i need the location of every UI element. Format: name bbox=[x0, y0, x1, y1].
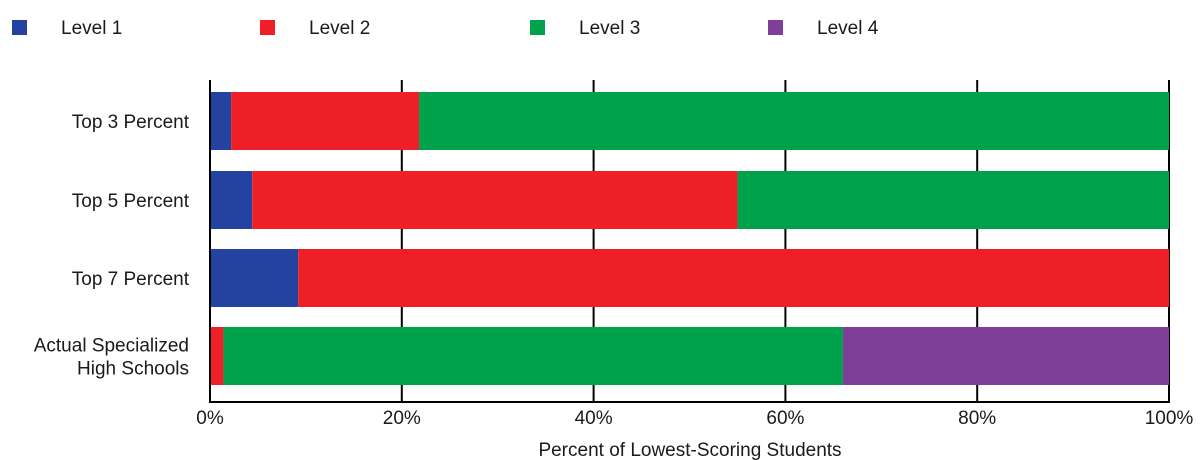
category-labels: Top 3 Percent Top 5 Percent Top 7 Percent A… bbox=[34, 112, 190, 380]
x-tick-labels: 0% 20% 40% 60% 80% 100% bbox=[196, 408, 1193, 429]
x-tick-label-4: 80% bbox=[958, 408, 996, 429]
legend-label-2: Level 2 bbox=[309, 18, 370, 39]
category-label-1: Top 3 Percent bbox=[72, 112, 190, 133]
category-label-3: Top 7 Percent bbox=[72, 269, 190, 290]
x-tick-label-1: 20% bbox=[383, 408, 421, 429]
legend: Level 1 Level 2 Level 3 Level 4 bbox=[12, 18, 879, 39]
legend-label-1: Level 1 bbox=[61, 18, 122, 39]
x-tick-label-3: 60% bbox=[766, 408, 804, 429]
bar-2-level-2 bbox=[252, 171, 738, 229]
bar-3-level-1 bbox=[210, 249, 299, 307]
bar-4-level-4 bbox=[842, 327, 1169, 385]
bar-3-level-2 bbox=[298, 249, 1169, 307]
bars bbox=[210, 92, 1169, 385]
bar-2-level-3 bbox=[737, 171, 1169, 229]
legend-swatch-1 bbox=[12, 20, 27, 35]
x-tick-label-0: 0% bbox=[196, 408, 224, 429]
legend-label-3: Level 3 bbox=[579, 18, 640, 39]
bar-1-level-3 bbox=[419, 92, 1169, 150]
legend-swatch-2 bbox=[260, 20, 275, 35]
legend-swatch-3 bbox=[530, 20, 545, 35]
bar-2-level-1 bbox=[210, 171, 253, 229]
bar-4-level-2 bbox=[210, 327, 224, 385]
bar-1-level-2 bbox=[231, 92, 420, 150]
category-label-4: Actual Specialized High Schools bbox=[34, 336, 189, 380]
category-label-2: Top 5 Percent bbox=[72, 191, 190, 212]
x-axis-title: Percent of Lowest-Scoring Students bbox=[538, 440, 841, 460]
axes bbox=[209, 80, 1170, 403]
legend-label-4: Level 4 bbox=[817, 18, 879, 39]
bar-4-level-3 bbox=[223, 327, 843, 385]
x-tick-label-5: 100% bbox=[1145, 408, 1194, 429]
legend-swatch-4 bbox=[768, 20, 783, 35]
x-tick-label-2: 40% bbox=[575, 408, 613, 429]
bar-1-level-1 bbox=[210, 92, 232, 150]
